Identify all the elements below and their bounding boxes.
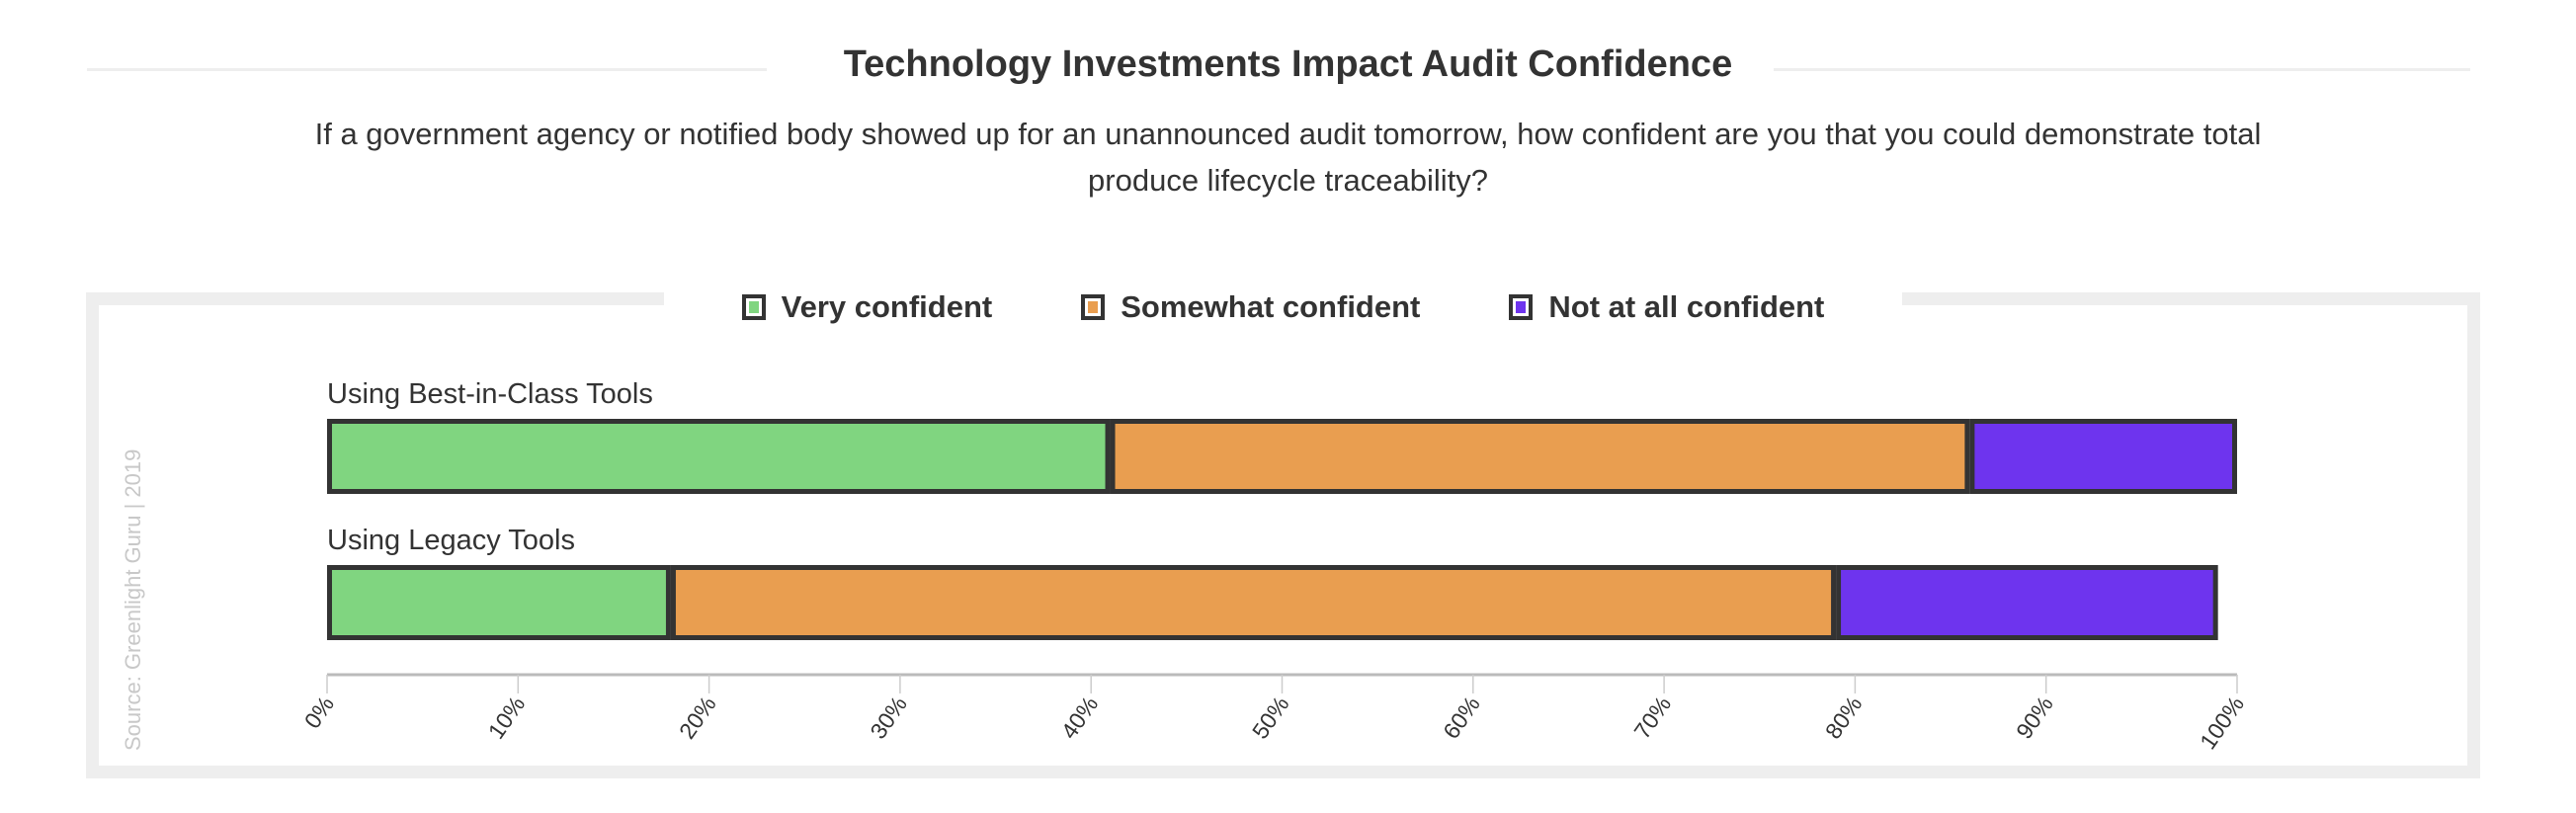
legend-swatch xyxy=(741,294,766,320)
chart-title: Technology Investments Impact Audit Conf… xyxy=(843,43,1733,85)
x-tick-label: 0% xyxy=(299,691,339,733)
legend-swatch xyxy=(1509,294,1534,320)
legend: Very confident Somewhat confident Not at… xyxy=(664,283,1902,332)
legend-label: Very confident xyxy=(781,289,993,324)
bar-segment-very-confident xyxy=(327,419,1111,494)
x-tick-label: 30% xyxy=(865,691,912,744)
legend-label: Not at all confident xyxy=(1548,289,1825,324)
chart-subtitle: If a government agency or notified body … xyxy=(314,117,2262,198)
legend-item-very-confident[interactable]: Very confident xyxy=(741,289,993,325)
title-rule-right xyxy=(1774,68,2470,71)
x-tick-label: 80% xyxy=(1820,691,1868,744)
x-tick-label: 100% xyxy=(2195,691,2249,754)
bar-segment-very-confident xyxy=(327,565,671,640)
x-tick-label: 60% xyxy=(1438,691,1485,744)
title-rule-left xyxy=(87,68,767,71)
bar-segment-not-at-all-confident xyxy=(1836,565,2218,640)
x-tick-label: 90% xyxy=(2011,691,2058,744)
x-tick-label: 70% xyxy=(1628,691,1676,744)
legend-item-not-at-all-confident[interactable]: Not at all confident xyxy=(1509,289,1824,325)
x-tick-label: 10% xyxy=(483,691,531,744)
x-tick-label: 20% xyxy=(674,691,721,744)
bar-segment-somewhat-confident xyxy=(670,565,1837,640)
category-label: Using Best-in-Class Tools xyxy=(327,378,653,410)
x-tick-label: 50% xyxy=(1247,691,1294,744)
legend-item-somewhat-confident[interactable]: Somewhat confident xyxy=(1081,289,1420,325)
category-label: Using Legacy Tools xyxy=(327,525,575,556)
legend-swatch xyxy=(1081,294,1106,320)
bar-segment-not-at-all-confident xyxy=(1969,419,2237,494)
x-tick-label: 40% xyxy=(1056,691,1104,744)
legend-label: Somewhat confident xyxy=(1121,289,1421,324)
bar-segment-somewhat-confident xyxy=(1110,419,1970,494)
